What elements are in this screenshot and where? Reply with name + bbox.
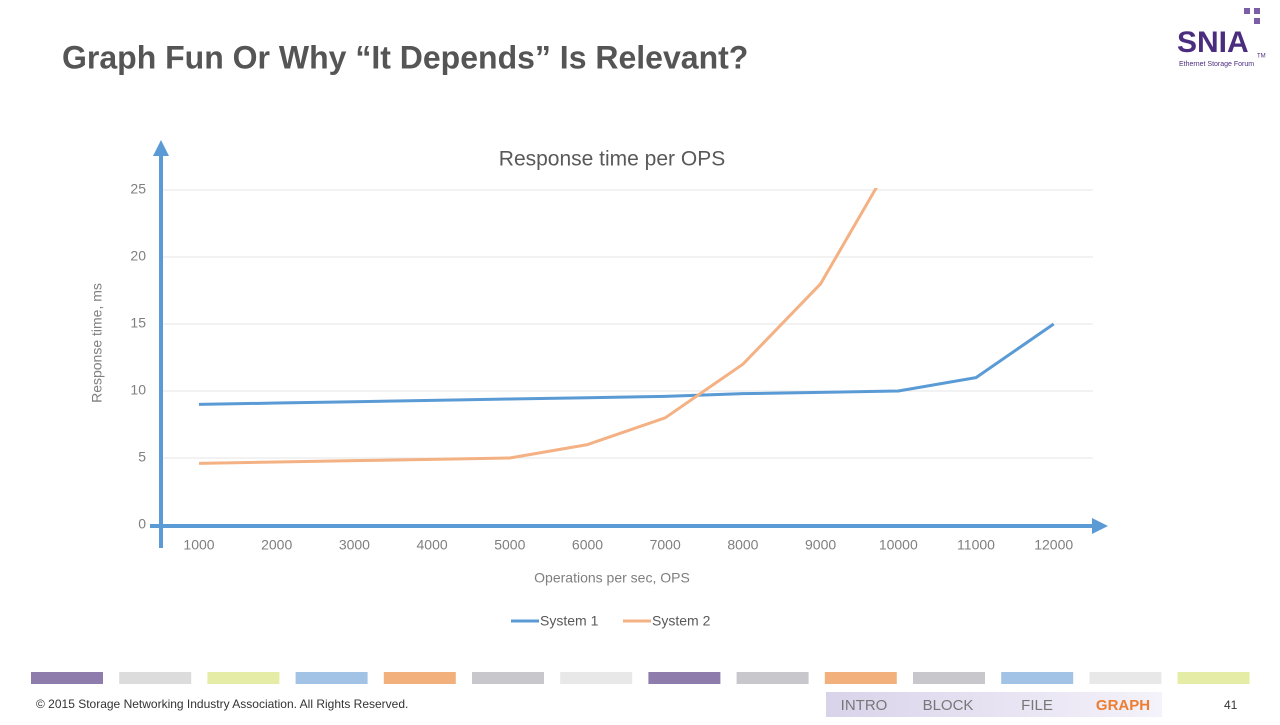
x-tick-label: 12000 — [1034, 537, 1073, 553]
page-number: 41 — [1224, 698, 1238, 712]
color-bar — [1089, 672, 1162, 684]
y-tick-label: 25 — [130, 181, 146, 197]
logo-square — [1254, 18, 1260, 24]
x-tick-label: 3000 — [339, 537, 370, 553]
nav-bar — [826, 692, 1162, 717]
nav-item: INTRO — [841, 697, 888, 714]
y-axis-label: Response time, ms — [89, 283, 105, 403]
color-bar — [1001, 672, 1074, 684]
logo: SNIA TM Ethernet Storage Forum — [1177, 8, 1266, 68]
x-tick-label: 8000 — [727, 537, 758, 553]
x-tick-label: 2000 — [261, 537, 292, 553]
color-bar — [736, 672, 809, 684]
color-bar — [913, 672, 985, 684]
x-tick-label: 5000 — [494, 537, 525, 553]
x-tick-label: 6000 — [572, 537, 603, 553]
logo-subtitle: Ethernet Storage Forum — [1179, 61, 1254, 68]
x-tick-label: 1000 — [183, 537, 214, 553]
nav: INTRO BLOCK FILE GRAPH — [841, 697, 1150, 714]
color-bar — [207, 672, 280, 684]
x-tick-label: 10000 — [879, 537, 918, 553]
color-bar — [31, 672, 103, 684]
legend: System 1 System 2 — [511, 613, 711, 629]
logo-square — [1244, 8, 1250, 14]
x-arrow — [1092, 518, 1108, 534]
series-line — [198, 322, 1055, 406]
color-bar — [824, 672, 897, 684]
chart-title: Response time per OPS — [499, 148, 725, 171]
x-tick-label: 9000 — [805, 537, 836, 553]
y-tick-label: 5 — [138, 449, 146, 465]
color-bars — [31, 672, 1250, 684]
slide-title: Graph Fun Or Why “It Depends” Is Relevan… — [62, 39, 748, 75]
nav-item: FILE — [1021, 697, 1053, 714]
nav-item: BLOCK — [923, 697, 974, 714]
y-tick-label: 15 — [130, 315, 146, 331]
grid: 0 5 10 15 20 25 1000 2000 3000 4000 5000 6000 7000 80… — [130, 181, 1093, 553]
color-bar — [119, 672, 192, 684]
x-tick-label: 7000 — [650, 537, 681, 553]
x-axis-label: Operations per sec, OPS — [534, 570, 690, 586]
color-bar — [648, 672, 721, 684]
logo-name: SNIA — [1177, 26, 1249, 59]
color-bar — [560, 672, 633, 684]
axes — [150, 140, 1108, 548]
legend-label: System 2 — [652, 613, 711, 629]
nav-item: GRAPH — [1096, 697, 1150, 714]
logo-square — [1254, 8, 1260, 14]
copyright: © 2015 Storage Networking Industry Assoc… — [36, 697, 408, 711]
y-tick-label: 0 — [138, 516, 146, 532]
color-bar — [472, 672, 544, 684]
x-tick-label: 4000 — [417, 537, 448, 553]
plot — [198, 188, 1055, 465]
logo-tm: TM — [1257, 54, 1266, 60]
y-tick-label: 10 — [130, 382, 146, 398]
y-arrow — [153, 140, 169, 156]
y-tick-label: 20 — [130, 248, 146, 264]
color-bar — [1177, 672, 1250, 684]
x-tick-label: 11000 — [957, 537, 995, 553]
series-line — [198, 188, 878, 465]
color-bar — [295, 672, 368, 684]
legend-label: System 1 — [540, 613, 599, 629]
color-bar — [383, 672, 456, 684]
